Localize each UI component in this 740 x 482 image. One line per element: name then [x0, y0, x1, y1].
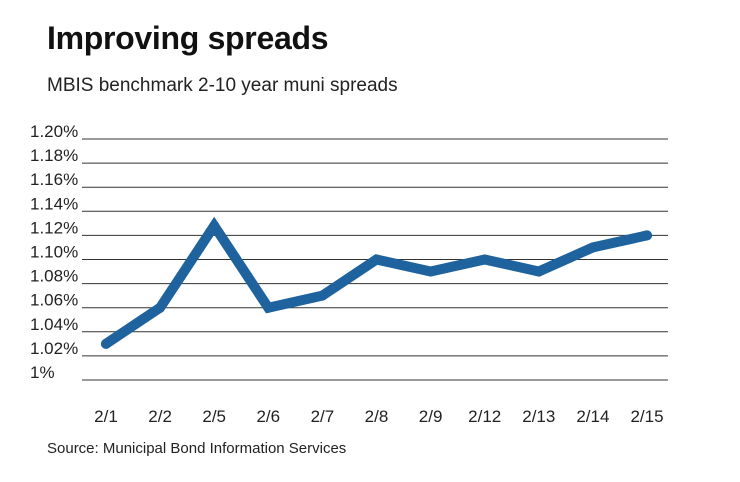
series-line: [101, 216, 652, 349]
data-point: [101, 338, 111, 349]
y-tick-label: 1.14%: [30, 194, 78, 213]
x-tick-label: 2/7: [311, 407, 335, 426]
x-tick-label: 2/9: [419, 407, 443, 426]
x-tick-label: 2/1: [94, 407, 118, 426]
x-tick-label: 2/5: [202, 407, 226, 426]
data-point: [425, 266, 436, 277]
data-point: [642, 230, 652, 241]
y-tick-label: 1.02%: [30, 339, 78, 358]
data-point: [209, 220, 220, 231]
data-point: [533, 266, 544, 277]
x-tick-label: 2/8: [365, 407, 389, 426]
y-tick-label: 1.04%: [30, 315, 78, 334]
data-point: [263, 302, 274, 313]
data-point: [587, 242, 598, 253]
data-point: [371, 254, 382, 265]
y-tick-label: 1.10%: [30, 243, 78, 262]
source-note: Source: Municipal Bond Information Servi…: [47, 440, 347, 457]
y-tick-label: 1.08%: [30, 267, 78, 286]
y-tick-label: 1.16%: [30, 170, 78, 189]
y-tick-label: 1.20%: [30, 122, 78, 141]
x-tick-label: 2/12: [468, 407, 501, 426]
x-tick-label: 2/2: [148, 407, 172, 426]
x-tick-label: 2/14: [576, 407, 609, 426]
y-tick-label: 1.12%: [30, 218, 78, 237]
x-tick-label: 2/15: [630, 407, 663, 426]
x-tick-label: 2/6: [256, 407, 280, 426]
series-layer: [101, 216, 652, 349]
chart-title: Improving spreads: [47, 20, 329, 56]
data-point: [479, 254, 490, 265]
y-tick-label: 1%: [30, 363, 55, 382]
x-tick-label: 2/13: [522, 407, 555, 426]
data-point: [317, 290, 328, 301]
y-axis-ticks: 1.20% 1.18% 1.16% 1.14% 1.12% 1.10% 1.08% 1.06%…: [30, 122, 78, 382]
x-axis-ticks: 2/1 2/2 2/5 2/6 2/7 2/8 2/9 2/12 2/13 2/14 2/15: [94, 407, 663, 426]
data-point: [155, 302, 166, 313]
y-tick-label: 1.06%: [30, 291, 78, 310]
y-tick-label: 1.18%: [30, 146, 78, 165]
chart-subtitle: MBIS benchmark 2-10 year muni spreads: [47, 75, 398, 96]
